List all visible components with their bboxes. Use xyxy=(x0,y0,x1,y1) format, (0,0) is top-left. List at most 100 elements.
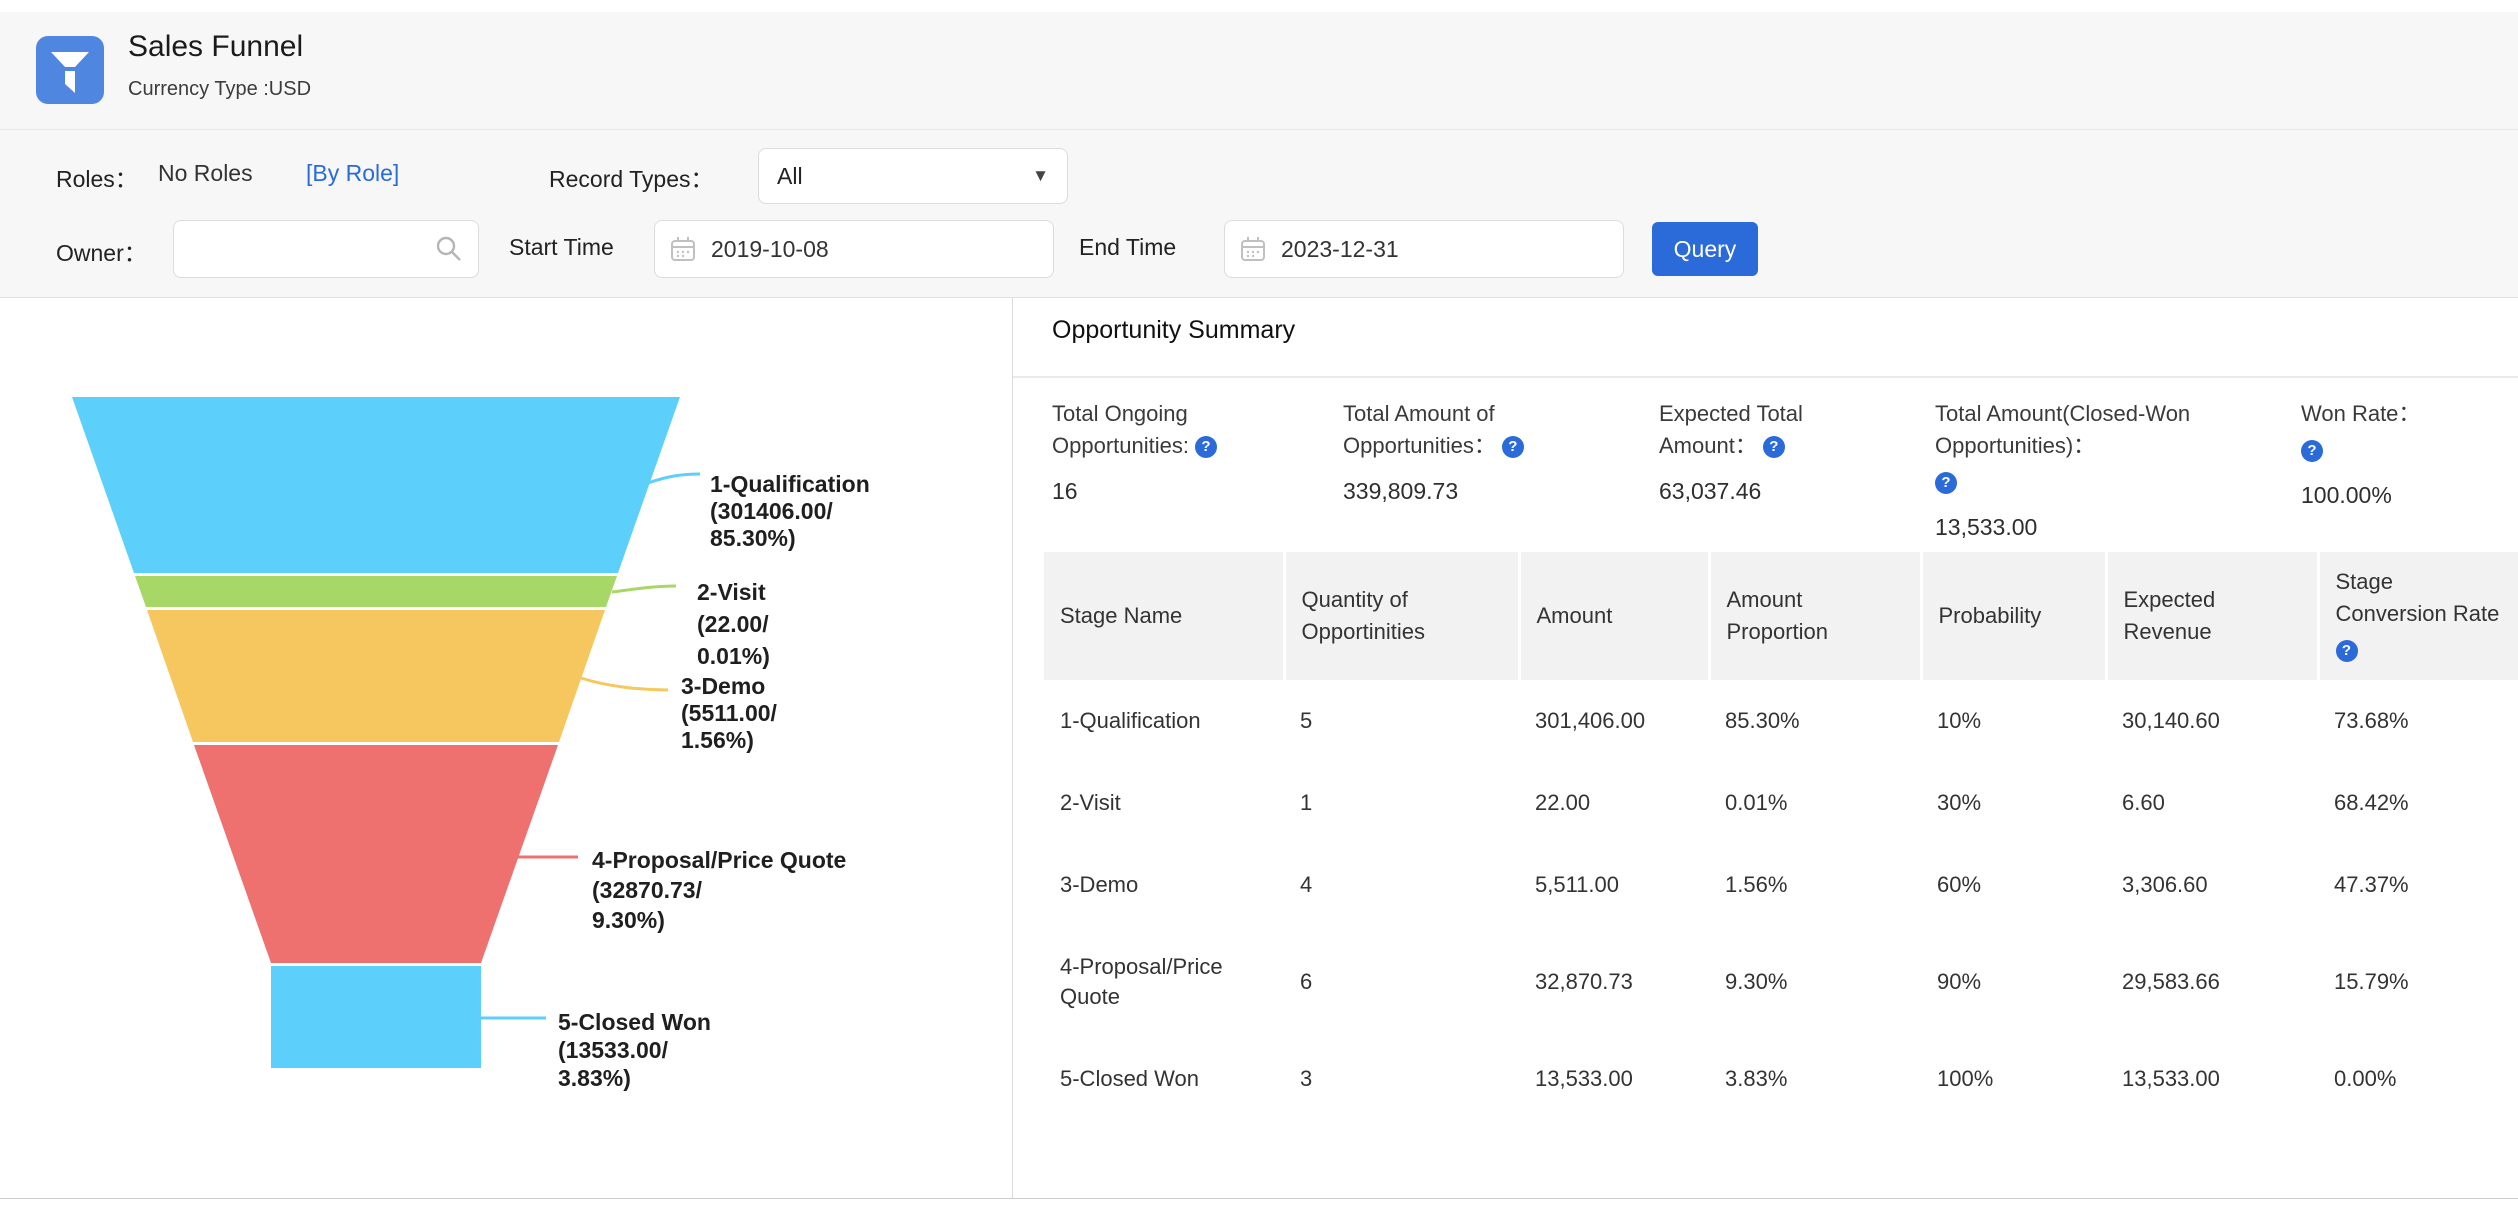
funnel-label-closed-won-amount: (13533.00/ xyxy=(558,1037,669,1063)
cell-probability: 30% xyxy=(1937,790,1982,815)
cell-probability: 100% xyxy=(1937,1066,1994,1091)
cell-stage-conversion-rate: 68.42% xyxy=(2334,790,2409,815)
calendar-icon xyxy=(671,237,695,261)
filter-bar: Roles： No Roles [By Role] Record Types： … xyxy=(0,130,2518,298)
cell-amount: 301,406.00 xyxy=(1535,708,1646,733)
stat-total-amount-of-opportunities: Total Amount of Opportunities：? 339,809.… xyxy=(1343,398,1623,541)
owner-field-wrapper xyxy=(173,220,479,278)
owner-input[interactable] xyxy=(188,235,434,263)
help-icon[interactable]: ? xyxy=(2335,640,2358,663)
record-types-selected-value: All xyxy=(777,162,803,189)
cell-stage-name: 2-Visit xyxy=(1060,790,1121,815)
cell-expected-revenue: 6.60 xyxy=(2122,790,2165,815)
cell-amount-proportion: 85.30% xyxy=(1725,708,1800,733)
end-time-input[interactable]: 2023-12-31 xyxy=(1224,220,1624,278)
stat-label: Won Rate： xyxy=(2301,401,2421,426)
cell-expected-revenue: 30,140.60 xyxy=(2122,708,2220,733)
roles-label: Roles： xyxy=(56,166,138,192)
start-time-input[interactable]: 2019-10-08 xyxy=(654,220,1054,278)
summary-stats: Total Ongoing Opportunities:? 16 Total A… xyxy=(1052,398,2502,541)
start-time-value: 2019-10-08 xyxy=(711,235,829,262)
cell-stage-name: 3-Demo xyxy=(1060,872,1139,897)
column-expected-revenue: Expected Revenue xyxy=(2106,552,2320,680)
help-icon[interactable]: ? xyxy=(2301,440,2323,463)
funnel-leader-qualification xyxy=(647,472,701,485)
stat-label: Total Amount(Closed-Won Opportunities)： xyxy=(1935,401,2191,458)
cell-amount-proportion: 1.56% xyxy=(1725,872,1788,897)
calendar-icon xyxy=(1241,237,1265,261)
cell-amount: 32,870.73 xyxy=(1535,969,1633,994)
cell-probability: 60% xyxy=(1937,872,1982,897)
table-row: 1-Qualification 5 301,406.00 85.30% 10% … xyxy=(1044,680,2518,762)
query-button[interactable]: Query xyxy=(1652,222,1758,276)
sales-funnel-chart: 1-Qualification (301406.00/ 85.30%) 2-Vi… xyxy=(72,397,870,1091)
cell-stage-name: 5-Closed Won xyxy=(1060,1066,1199,1091)
column-label: Stage Conversion Rate xyxy=(2335,569,2500,626)
stage-table: Stage Name Quantity of Opportinities Amo… xyxy=(1044,552,2518,1120)
end-time-value: 2023-12-31 xyxy=(1281,235,1399,262)
chevron-down-icon: ▼ xyxy=(1032,166,1049,185)
stat-expected-total-amount: Expected Total Amount：? 63,037.46 xyxy=(1659,398,1899,541)
cell-stage-conversion-rate: 47.37% xyxy=(2334,872,2409,897)
cell-amount: 5,511.00 xyxy=(1535,872,1620,897)
cell-quantity: 4 xyxy=(1300,872,1313,897)
help-icon[interactable]: ? xyxy=(1501,436,1524,459)
table-row: 3-Demo 4 5,511.00 1.56% 60% 3,306.60 47.… xyxy=(1044,844,2518,926)
cell-quantity: 6 xyxy=(1300,969,1313,994)
record-types-label: Record Types： xyxy=(549,166,714,192)
cell-expected-revenue: 3,306.60 xyxy=(2122,872,2208,897)
cell-amount-proportion: 9.30% xyxy=(1725,969,1788,994)
funnel-label-visit-amount: (22.00/ xyxy=(697,611,769,637)
help-icon[interactable]: ? xyxy=(1762,436,1785,459)
cell-amount-proportion: 0.01% xyxy=(1725,790,1788,815)
cell-quantity: 5 xyxy=(1300,708,1313,733)
panel-divider xyxy=(1012,298,1013,1199)
funnel-leader-visit xyxy=(611,584,677,594)
page-title: Sales Funnel xyxy=(128,30,304,63)
roles-value: No Roles xyxy=(158,160,253,186)
funnel-label-qualification: 1-Qualification xyxy=(710,471,870,497)
funnel-app-icon xyxy=(36,36,104,104)
funnel-label-proposal-percent: 9.30%) xyxy=(592,907,665,933)
stat-value: 16 xyxy=(1052,478,1078,504)
funnel-icon xyxy=(51,52,89,93)
summary-divider xyxy=(1013,376,2518,378)
cell-stage-name: 4-Proposal/Price Quote xyxy=(1060,954,1223,1009)
funnel-segment-proposal xyxy=(194,745,558,963)
cell-quantity: 3 xyxy=(1300,1066,1313,1091)
start-time-label: Start Time xyxy=(509,234,614,260)
cell-probability: 10% xyxy=(1937,708,1982,733)
cell-amount-proportion: 3.83% xyxy=(1725,1066,1788,1091)
funnel-label-demo-amount: (5511.00/ xyxy=(681,700,778,726)
column-stage-conversion-rate: Stage Conversion Rate ? xyxy=(2318,552,2518,680)
funnel-label-demo-percent: 1.56%) xyxy=(681,727,754,753)
help-icon[interactable]: ? xyxy=(1935,472,1957,495)
funnel-label-closed-won: 5-Closed Won xyxy=(558,1009,711,1035)
stat-value: 13,533.00 xyxy=(1935,514,2038,540)
opportunity-summary-title: Opportunity Summary xyxy=(1052,316,1296,344)
funnel-label-qualification-percent: 85.30%) xyxy=(710,525,796,551)
page-header: Sales Funnel Currency Type :USD xyxy=(0,12,2518,130)
stat-label: Total Amount of Opportunities： xyxy=(1343,401,1496,458)
by-role-link[interactable]: [By Role] xyxy=(306,160,400,186)
end-time-label: End Time xyxy=(1079,234,1177,260)
funnel-label-qualification-amount: (301406.00/ xyxy=(710,498,833,524)
funnel-segment-qualification xyxy=(72,397,680,573)
stat-value: 100.00% xyxy=(2301,482,2392,508)
table-row: 5-Closed Won 3 13,533.00 3.83% 100% 13,5… xyxy=(1044,1038,2518,1120)
help-icon[interactable]: ? xyxy=(1194,436,1217,459)
stat-label: Expected Total Amount： xyxy=(1659,401,1803,458)
currency-type-label: Currency Type :USD xyxy=(128,78,312,100)
cell-stage-conversion-rate: 73.68% xyxy=(2334,708,2409,733)
funnel-label-visit: 2-Visit xyxy=(697,579,766,605)
owner-label: Owner： xyxy=(56,240,147,266)
funnel-label-proposal: 4-Proposal/Price Quote xyxy=(592,847,846,873)
funnel-label-closed-won-percent: 3.83%) xyxy=(558,1065,631,1091)
stat-won-rate: Won Rate： ? 100.00% xyxy=(2301,398,2471,541)
record-types-select[interactable]: All ▼ xyxy=(758,148,1068,204)
cell-probability: 90% xyxy=(1937,969,1982,994)
funnel-segment-demo xyxy=(147,610,605,742)
funnel-segment-visit xyxy=(135,576,617,607)
cell-quantity: 1 xyxy=(1300,790,1313,815)
cell-expected-revenue: 29,583.66 xyxy=(2122,969,2220,994)
